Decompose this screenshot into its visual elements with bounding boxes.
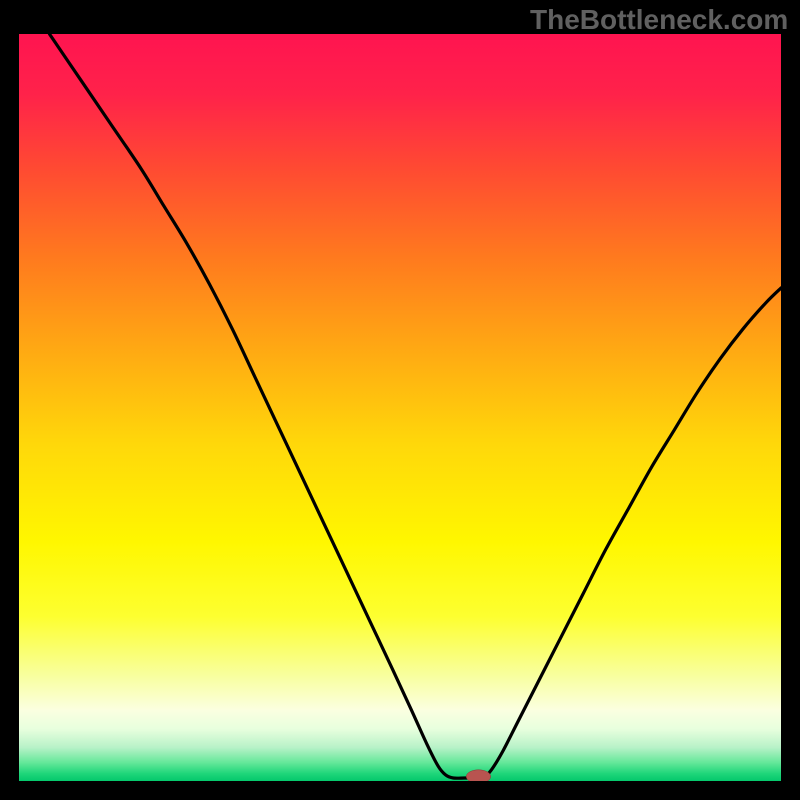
chart-svg xyxy=(19,34,781,781)
optimal-point-marker xyxy=(466,770,490,781)
chart-frame xyxy=(15,30,785,785)
gradient-background xyxy=(19,34,781,781)
watermark-text: TheBottleneck.com xyxy=(530,4,788,36)
